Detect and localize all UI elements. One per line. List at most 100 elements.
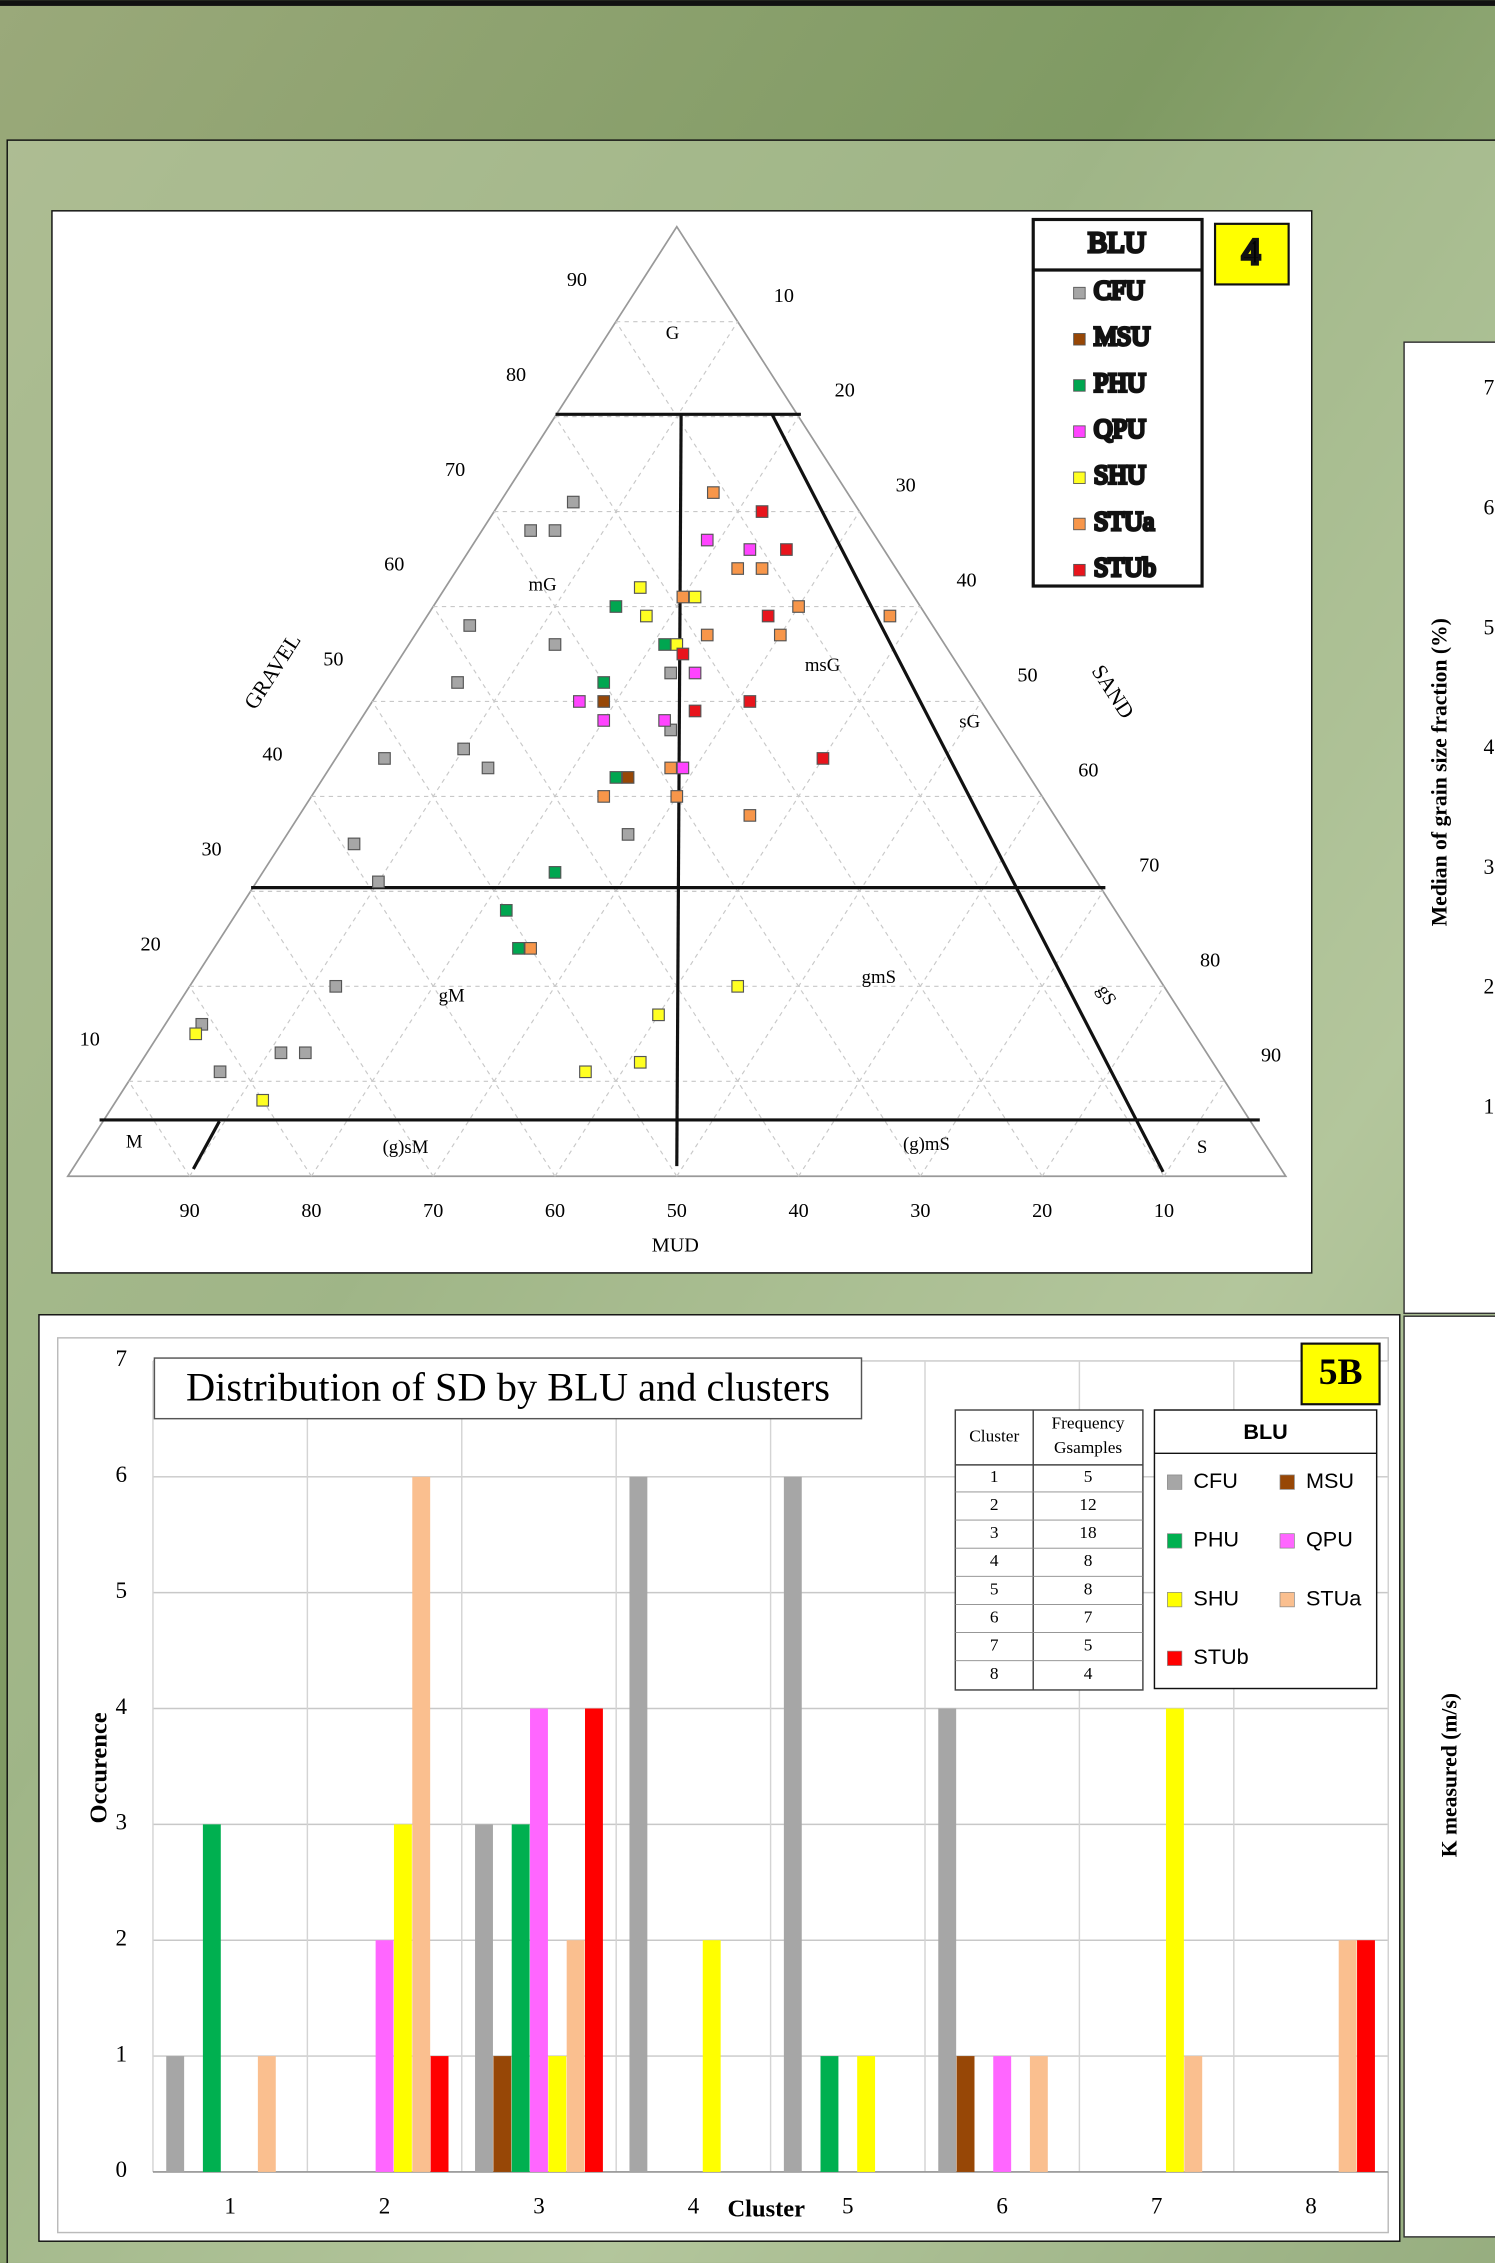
- mud-tick-label: 60: [545, 1200, 565, 1222]
- bar: [548, 2056, 566, 2172]
- region-label: gM: [439, 986, 465, 1007]
- bar: [412, 1477, 430, 2172]
- y-tick-label: 3: [115, 1809, 127, 1835]
- data-point: [744, 696, 756, 708]
- data-point: [701, 534, 713, 546]
- data-point: [379, 753, 391, 765]
- region-label: M: [126, 1131, 143, 1152]
- data-point: [665, 762, 677, 774]
- y-tick-label: 0: [115, 2156, 127, 2182]
- bar: [394, 1824, 412, 2172]
- legend-label: STUb: [1094, 553, 1156, 582]
- legend-swatch: [1167, 1534, 1181, 1548]
- sand-tick-label: 80: [1200, 949, 1220, 971]
- sand-tick-label: 40: [956, 570, 976, 592]
- y-tick-label: 5: [115, 1577, 127, 1603]
- gravel-tick-label: 50: [323, 649, 343, 671]
- legend-title: BLU: [1243, 1419, 1287, 1444]
- page: 9080706050403020101020304050607080909080…: [0, 0, 1495, 2263]
- data-point: [610, 772, 622, 784]
- data-point: [190, 1028, 202, 1040]
- legend-label: STUb: [1193, 1644, 1248, 1669]
- data-point: [744, 810, 756, 822]
- data-point: [598, 677, 610, 689]
- data-point: [549, 525, 561, 537]
- table-cell: 5: [1084, 1636, 1093, 1655]
- x-tick-label: 6: [996, 2192, 1008, 2218]
- gravel-tick-label: 40: [262, 744, 282, 766]
- data-point: [732, 981, 744, 993]
- data-point: [634, 582, 646, 594]
- y-tick-label: 1: [1483, 1094, 1494, 1118]
- table-header: Gsamples: [1054, 1438, 1122, 1457]
- legend-swatch: [1167, 1651, 1181, 1665]
- legend-swatch: [1074, 380, 1086, 392]
- bar: [957, 2056, 975, 2172]
- badge: 5B: [1319, 1352, 1363, 1393]
- table-cell: 7: [1084, 1607, 1093, 1626]
- data-point: [689, 591, 701, 603]
- table-cell: 2: [990, 1495, 999, 1514]
- sand-tick-label: 20: [835, 380, 855, 402]
- legend-swatch: [1280, 1534, 1294, 1548]
- gravel-tick-label: 90: [567, 269, 587, 291]
- legend-label: PHU: [1193, 1527, 1239, 1552]
- data-point: [677, 648, 689, 660]
- bar: [703, 1940, 721, 2172]
- gravel-tick-label: 60: [384, 554, 404, 576]
- legend-swatch: [1167, 1475, 1181, 1489]
- y-tick-label: 5: [1483, 615, 1494, 639]
- y-tick-label: 1: [115, 2040, 127, 2066]
- data-point: [513, 943, 525, 955]
- legend-swatch: [1280, 1475, 1294, 1489]
- table-header: Frequency: [1052, 1413, 1125, 1432]
- gravel-tick-label: 10: [80, 1029, 100, 1051]
- legend-swatch: [1074, 426, 1086, 438]
- data-point: [598, 696, 610, 708]
- region-label: (g)sM: [383, 1137, 429, 1158]
- table-cell: 5: [1084, 1467, 1093, 1486]
- region-label: gmS: [862, 967, 896, 988]
- bar: [1166, 1709, 1184, 2172]
- top-bar: [0, 0, 1495, 6]
- legend-swatch: [1074, 287, 1086, 299]
- data-point: [330, 981, 342, 993]
- gravel-tick-label: 80: [506, 364, 526, 386]
- bar: [376, 1940, 394, 2172]
- region-label: G: [666, 323, 680, 344]
- data-point: [701, 629, 713, 641]
- data-point: [501, 905, 513, 917]
- axis-title: MUD: [652, 1235, 699, 1257]
- legend-label: PHU: [1094, 368, 1146, 397]
- data-point: [641, 610, 653, 622]
- bar: [821, 2056, 839, 2172]
- sand-tick-label: 50: [1017, 665, 1037, 687]
- data-point: [373, 876, 385, 888]
- table-cell: 4: [1084, 1664, 1093, 1683]
- data-point: [671, 791, 683, 803]
- table-cell: 18: [1079, 1523, 1096, 1542]
- gravel-tick-label: 20: [141, 934, 161, 956]
- table-cell: 8: [990, 1664, 999, 1683]
- legend-label: MSU: [1094, 322, 1151, 351]
- data-point: [689, 667, 701, 679]
- bar: [993, 2056, 1011, 2172]
- y-axis-title: K measured (m/s): [1438, 1693, 1462, 1857]
- data-point: [762, 610, 774, 622]
- legend-swatch: [1074, 472, 1086, 484]
- bar: [493, 2056, 511, 2172]
- region-label: (g)mS: [903, 1134, 950, 1155]
- region-label: S: [1197, 1137, 1207, 1158]
- data-point: [549, 639, 561, 651]
- bar: [1357, 1940, 1375, 2172]
- legend-swatch: [1074, 518, 1086, 530]
- data-point: [580, 1066, 592, 1078]
- legend-swatch: [1167, 1592, 1181, 1606]
- y-axis-title: Occurence: [86, 1712, 113, 1823]
- legend-swatch: [1074, 564, 1086, 576]
- x-tick-label: 8: [1305, 2192, 1317, 2218]
- data-point: [525, 525, 537, 537]
- data-point: [817, 753, 829, 765]
- x-tick-label: 2: [379, 2192, 391, 2218]
- data-point: [567, 496, 579, 508]
